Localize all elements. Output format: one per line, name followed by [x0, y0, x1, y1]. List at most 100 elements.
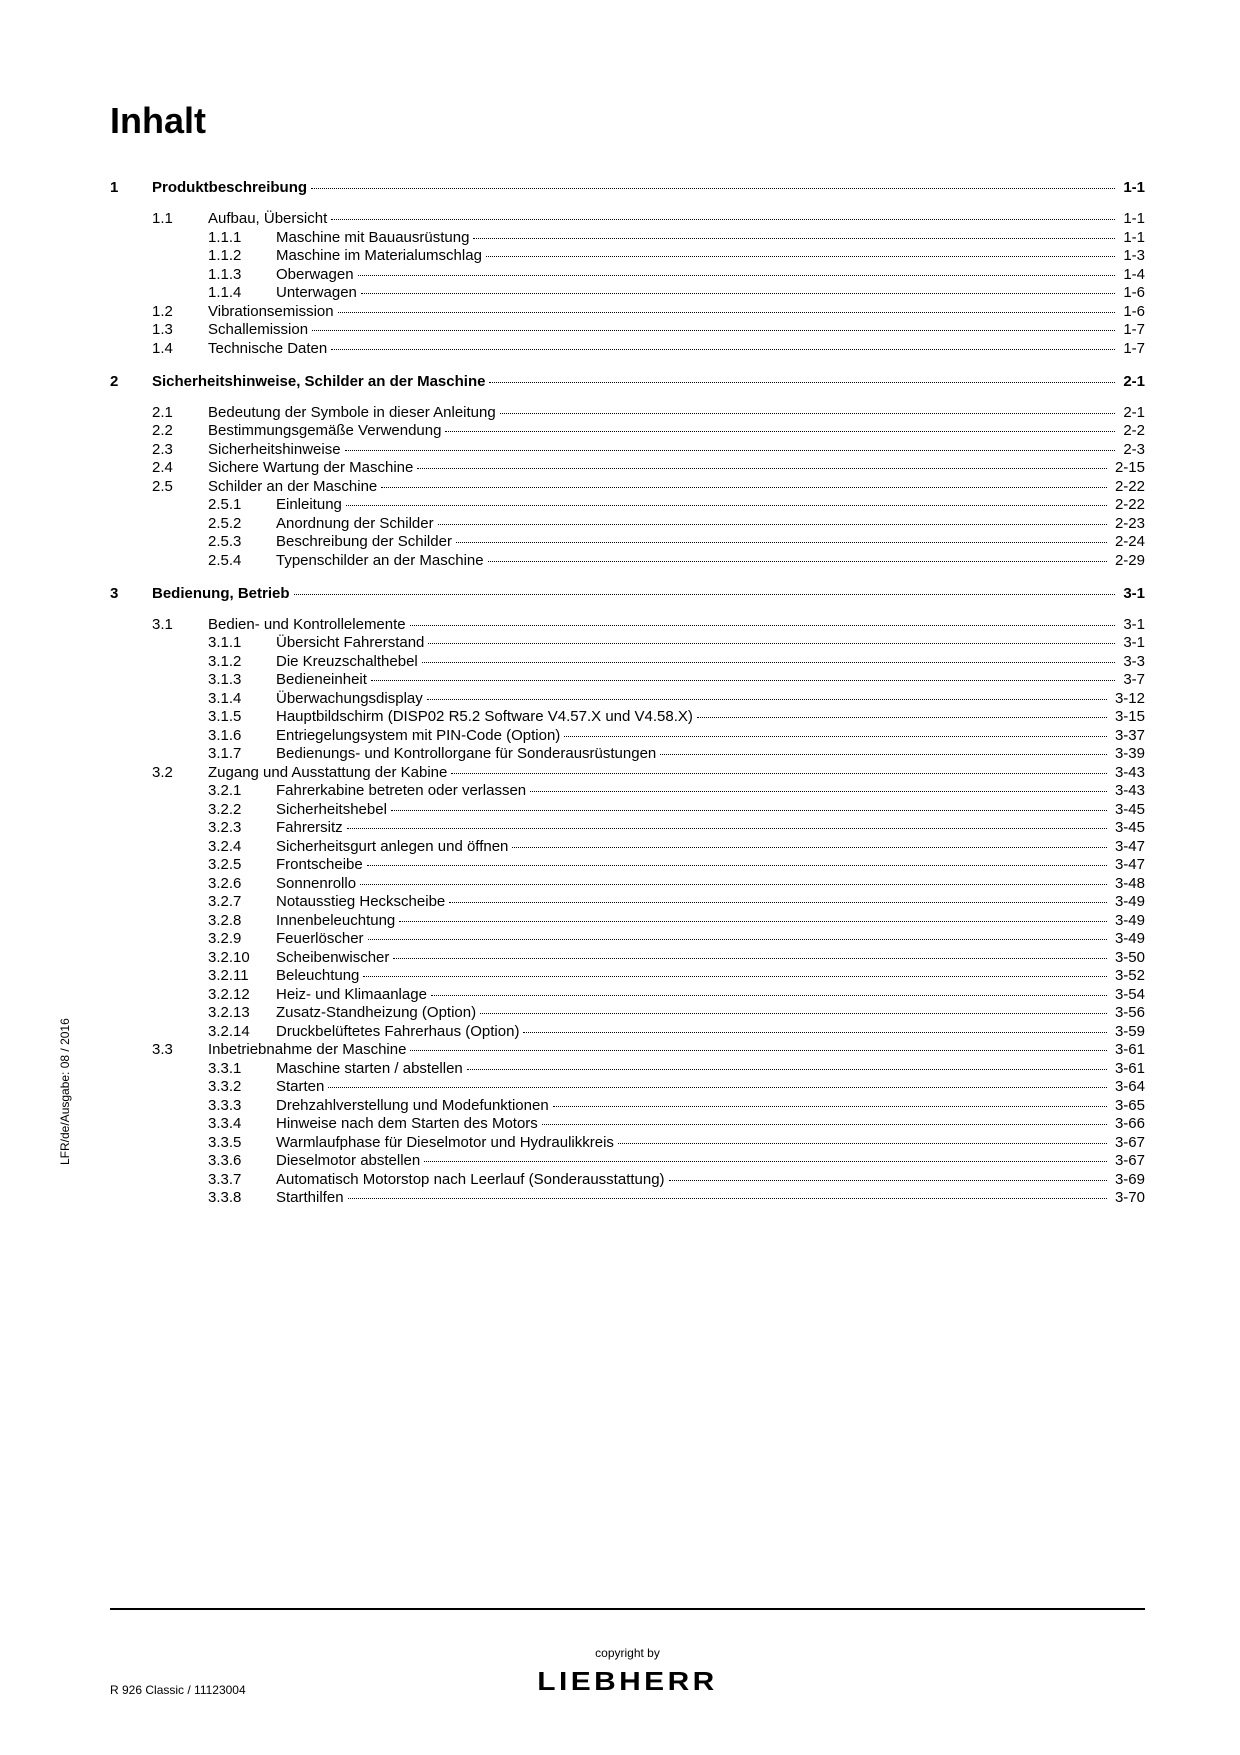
toc-title: Heiz- und Klimaanlage	[276, 987, 429, 1002]
toc-title: Sicherheitshinweise, Schilder an der Mas…	[152, 374, 487, 389]
toc-row: 3Bedienung, Betrieb3-1	[110, 586, 1145, 601]
toc-num-sub: 2.5.3	[208, 534, 276, 549]
toc-leader-dots	[393, 958, 1107, 959]
toc-num-sub: 3.2.10	[208, 950, 276, 965]
toc-page: 3-37	[1109, 728, 1145, 743]
toc-page: 3-61	[1109, 1042, 1145, 1057]
toc-title: Automatisch Motorstop nach Leerlauf (Son…	[276, 1172, 667, 1187]
toc-page: 3-47	[1109, 857, 1145, 872]
toc-num-chapter: 2	[110, 374, 152, 389]
toc-leader-dots	[331, 219, 1115, 220]
toc-row: 1.1.2Maschine im Materialumschlag1-3	[110, 248, 1145, 263]
toc-page: 2-22	[1109, 497, 1145, 512]
toc-title: Sicherheitsgurt anlegen und öffnen	[276, 839, 510, 854]
toc-title: Bestimmungsgemäße Verwendung	[208, 423, 443, 438]
document-id: R 926 Classic / 11123004	[110, 1683, 246, 1697]
toc-num-sub: 3.3.2	[208, 1079, 276, 1094]
toc-page: 3-7	[1117, 672, 1145, 687]
toc-num-section: 2.5	[152, 479, 208, 494]
page-footer: R 926 Classic / 11123004 copyright by LI…	[110, 1683, 1145, 1697]
toc-title: Sonnenrollo	[276, 876, 358, 891]
toc-title: Bedeutung der Symbole in dieser Anleitun…	[208, 405, 498, 420]
toc-leader-dots	[467, 1069, 1107, 1070]
toc-row: 2.5.3Beschreibung der Schilder2-24	[110, 534, 1145, 549]
toc-leader-dots	[553, 1106, 1107, 1107]
toc-page: 2-23	[1109, 516, 1145, 531]
toc-num-sub: 3.3.5	[208, 1135, 276, 1150]
toc-num-section: 2.3	[152, 442, 208, 457]
toc-leader-dots	[564, 736, 1107, 737]
toc-page: 1-6	[1117, 285, 1145, 300]
toc-num-sub: 3.2.4	[208, 839, 276, 854]
toc-row: 3.1.2Die Kreuzschalthebel3-3	[110, 654, 1145, 669]
toc-leader-dots	[312, 330, 1115, 331]
toc-row: 1.1Aufbau, Übersicht1-1	[110, 211, 1145, 226]
toc-title: Hinweise nach dem Starten des Motors	[276, 1116, 540, 1131]
toc-leader-dots	[456, 542, 1107, 543]
toc-title: Sicherheitshebel	[276, 802, 389, 817]
toc-page: 3-12	[1109, 691, 1145, 706]
toc-page: 1-7	[1117, 341, 1145, 356]
toc-row: 3.1.6Entriegelungsystem mit PIN-Code (Op…	[110, 728, 1145, 743]
toc-page: 3-64	[1109, 1079, 1145, 1094]
toc-title: Maschine im Materialumschlag	[276, 248, 484, 263]
toc-leader-dots	[381, 487, 1107, 488]
toc-page: 3-70	[1109, 1190, 1145, 1205]
toc-row: 3.2.12Heiz- und Klimaanlage3-54	[110, 987, 1145, 1002]
toc-page: 3-3	[1117, 654, 1145, 669]
toc-num-sub: 3.1.1	[208, 635, 276, 650]
toc-num-sub: 2.5.2	[208, 516, 276, 531]
page-title: Inhalt	[110, 100, 1145, 142]
toc-page: 2-15	[1109, 460, 1145, 475]
toc-page: 3-45	[1109, 820, 1145, 835]
toc-title: Maschine starten / abstellen	[276, 1061, 465, 1076]
toc-row: 3.1.5Hauptbildschirm (DISP02 R5.2 Softwa…	[110, 709, 1145, 724]
toc-page: 3-52	[1109, 968, 1145, 983]
toc-leader-dots	[417, 468, 1107, 469]
toc-page: 3-49	[1109, 913, 1145, 928]
toc-num-sub: 3.1.5	[208, 709, 276, 724]
edition-text: LFR/de/Ausgabe: 08 / 2016	[58, 1018, 72, 1165]
toc-title: Feuerlöscher	[276, 931, 366, 946]
toc-num-sub: 3.1.7	[208, 746, 276, 761]
toc-page: 1-1	[1117, 180, 1145, 195]
toc-page: 3-15	[1109, 709, 1145, 724]
toc-row: 3.3.3Drehzahlverstellung und Modefunktio…	[110, 1098, 1145, 1113]
toc-title: Starten	[276, 1079, 326, 1094]
toc-row: 3.1.4Überwachungsdisplay3-12	[110, 691, 1145, 706]
toc-num-chapter: 1	[110, 180, 152, 195]
toc-row: 2.5Schilder an der Maschine2-22	[110, 479, 1145, 494]
toc-row: 2.5.4Typenschilder an der Maschine2-29	[110, 553, 1145, 568]
toc-row: 1Produktbeschreibung1-1	[110, 180, 1145, 195]
toc-leader-dots	[424, 1161, 1107, 1162]
toc-leader-dots	[449, 902, 1107, 903]
toc-leader-dots	[338, 312, 1116, 313]
toc-leader-dots	[542, 1124, 1107, 1125]
toc-row: 3.1.3Bedieneinheit3-7	[110, 672, 1145, 687]
toc-num-sub: 3.2.8	[208, 913, 276, 928]
toc-title: Überwachungsdisplay	[276, 691, 425, 706]
toc-title: Unterwagen	[276, 285, 359, 300]
toc-leader-dots	[445, 431, 1115, 432]
toc-title: Inbetriebnahme der Maschine	[208, 1042, 408, 1057]
footer-rule	[110, 1608, 1145, 1610]
toc-title: Sicherheitshinweise	[208, 442, 343, 457]
toc-page: 2-2	[1117, 423, 1145, 438]
toc-num-sub: 3.2.7	[208, 894, 276, 909]
toc-page: 3-1	[1117, 617, 1145, 632]
brand-logo: LIEBHERR	[537, 1666, 717, 1697]
toc-leader-dots	[489, 382, 1115, 383]
toc-leader-dots	[358, 275, 1116, 276]
toc-page: 2-3	[1117, 442, 1145, 457]
toc-num-sub: 3.3.8	[208, 1190, 276, 1205]
toc-title: Oberwagen	[276, 267, 356, 282]
toc-leader-dots	[346, 505, 1107, 506]
toc-page: 2-29	[1109, 553, 1145, 568]
toc-leader-dots	[361, 293, 1115, 294]
toc-row: 1.4Technische Daten1-7	[110, 341, 1145, 356]
toc-leader-dots	[431, 995, 1107, 996]
toc-num-section: 3.1	[152, 617, 208, 632]
toc-leader-dots	[347, 828, 1107, 829]
toc-leader-dots	[360, 884, 1107, 885]
toc-title: Technische Daten	[208, 341, 329, 356]
